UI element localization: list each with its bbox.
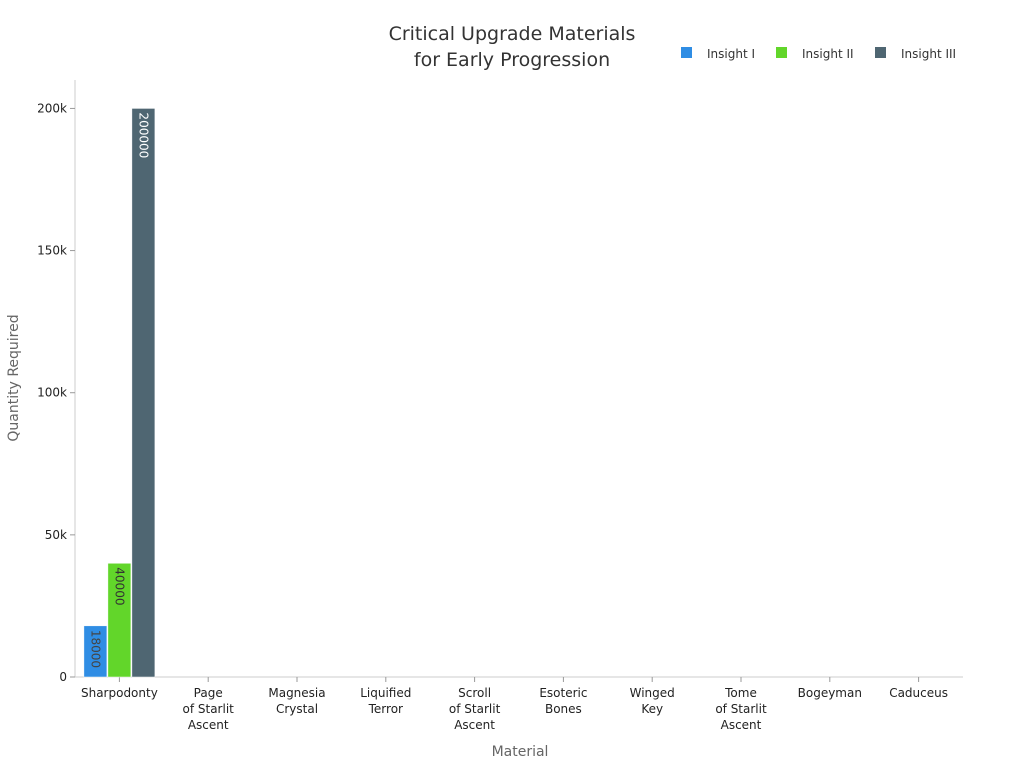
x-tick-label: Scroll of Starlit Ascent: [449, 686, 501, 732]
x-tick-label: Page of Starlit Ascent: [183, 686, 235, 732]
legend-swatch: [776, 47, 787, 58]
y-tick-label: 0: [59, 670, 67, 684]
y-tick-label: 200k: [37, 101, 67, 115]
legend-swatch: [875, 47, 886, 58]
bar: [107, 563, 132, 678]
bar: [131, 108, 156, 678]
legend-label: Insight I: [707, 47, 755, 61]
legend-label: Insight III: [901, 47, 956, 61]
x-axis-title: Material: [492, 744, 549, 760]
x-tick-label: Caduceus: [889, 686, 948, 700]
axes: 0 50k 100k 150k 200k Sharpodonty Page of Starli…: [37, 80, 963, 732]
y-tick-label: 150k: [37, 244, 67, 258]
x-tick-label: Winged Key: [630, 686, 675, 716]
chart-title-line-2: for Early Progression: [414, 49, 610, 71]
data-label: 18000: [88, 630, 102, 668]
x-tick-label: Bogeyman: [798, 686, 862, 700]
chart-title-line-1: Critical Upgrade Materials: [389, 23, 636, 45]
data-label: 200000: [136, 112, 150, 158]
legend-label: Insight II: [802, 47, 854, 61]
y-tick-label: 50k: [45, 528, 67, 542]
x-tick-label: Liquified Terror: [360, 686, 411, 716]
x-tick-label: Esoteric Bones: [539, 686, 587, 716]
bars: 18000 40000 200000: [83, 108, 156, 678]
x-tick-label: Tome of Starlit Ascent: [715, 686, 767, 732]
y-tick-label: 100k: [37, 386, 67, 400]
y-axis-title: Quantity Required: [6, 314, 22, 441]
legend: Insight I Insight II Insight III: [681, 47, 956, 61]
data-label: 40000: [112, 567, 126, 605]
x-tick-label: Magnesia Crystal: [268, 686, 325, 716]
legend-swatch: [681, 47, 692, 58]
bar: [83, 625, 108, 678]
x-tick-label: Sharpodonty: [81, 686, 158, 700]
